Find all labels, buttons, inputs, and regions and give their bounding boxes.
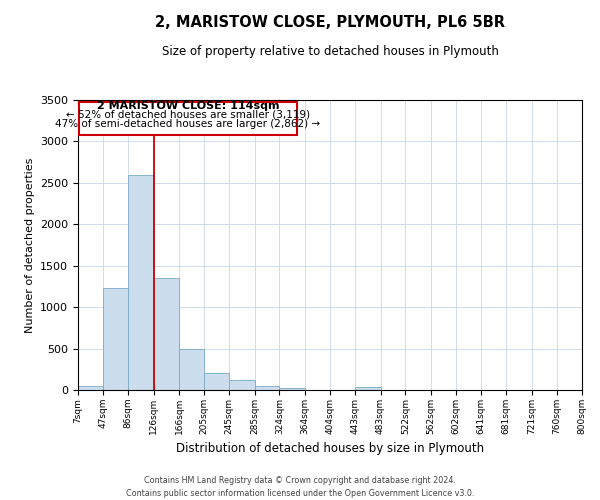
Bar	[229, 380, 254, 390]
Y-axis label: Number of detached properties: Number of detached properties	[25, 158, 35, 332]
Bar	[280, 388, 305, 390]
Text: ← 52% of detached houses are smaller (3,119): ← 52% of detached houses are smaller (3,…	[66, 109, 310, 119]
X-axis label: Distribution of detached houses by size in Plymouth: Distribution of detached houses by size …	[176, 442, 484, 456]
Text: 2, MARISTOW CLOSE, PLYMOUTH, PL6 5BR: 2, MARISTOW CLOSE, PLYMOUTH, PL6 5BR	[155, 15, 505, 30]
Text: 2 MARISTOW CLOSE: 114sqm: 2 MARISTOW CLOSE: 114sqm	[97, 100, 279, 110]
Bar	[78, 386, 103, 390]
Bar	[103, 288, 128, 390]
Bar	[355, 386, 380, 390]
FancyBboxPatch shape	[79, 102, 297, 135]
Text: Contains HM Land Registry data © Crown copyright and database right 2024.
Contai: Contains HM Land Registry data © Crown c…	[126, 476, 474, 498]
Bar	[154, 278, 179, 390]
Bar	[179, 348, 204, 390]
Text: Size of property relative to detached houses in Plymouth: Size of property relative to detached ho…	[161, 45, 499, 58]
Text: 47% of semi-detached houses are larger (2,862) →: 47% of semi-detached houses are larger (…	[55, 119, 320, 129]
Bar	[128, 174, 154, 390]
Bar	[204, 374, 229, 390]
Bar	[254, 386, 280, 390]
